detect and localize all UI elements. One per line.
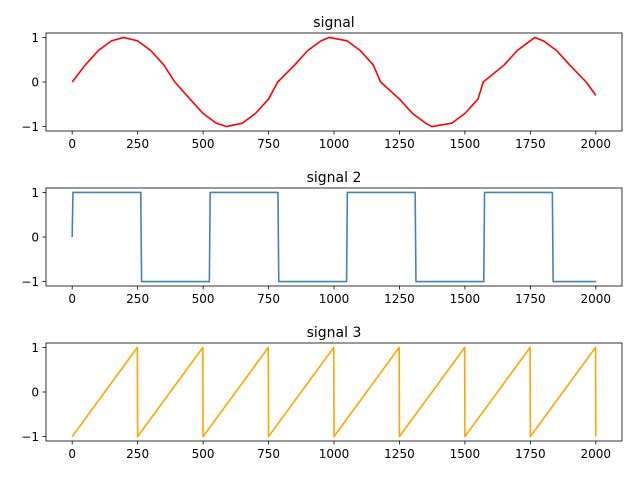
series-line: [71, 36, 597, 128]
y-tick-label: 1: [31, 186, 39, 200]
subplot-title: signal 2: [307, 170, 362, 186]
x-tick-label: 1250: [384, 292, 415, 306]
axes-frame: [45, 32, 623, 132]
x-tick-label: 1500: [450, 137, 481, 151]
x-tick-label: 1250: [384, 137, 415, 151]
x-tick-label: 750: [257, 137, 280, 151]
subplot-title: signal: [313, 15, 354, 31]
x-tick-label: 250: [126, 447, 149, 461]
subplot-2: signal 2 0 250 500 750 1000 1250 1500 1750 2000 1 0…: [21, 170, 623, 306]
series-line: [71, 346, 597, 438]
x-tick-label: 250: [126, 292, 149, 306]
axes-frame: [45, 342, 623, 442]
subplot-3: signal 3 0 250 500 750 1000 1250 1500 1750 2000 1 0…: [21, 325, 623, 461]
x-tick-label: 1000: [319, 137, 350, 151]
series-line: [71, 191, 596, 283]
y-tick-label: −1: [21, 430, 39, 444]
x-tick-label: 2000: [581, 447, 612, 461]
y-tick-label: 0: [31, 230, 39, 244]
x-tick-label: 500: [192, 137, 215, 151]
x-tick-label: 1000: [319, 447, 350, 461]
subplot-1: signal 0 250 500 750 1000 1250 1500 1750 2000 1 0 −1: [21, 15, 623, 151]
x-tick-label: 1250: [384, 447, 415, 461]
y-tick-label: 1: [31, 341, 39, 355]
y-tick-label: 1: [31, 31, 39, 45]
x-tick-label: 1750: [515, 292, 546, 306]
y-tick-label: −1: [21, 275, 39, 289]
x-tick-label: 2000: [581, 137, 612, 151]
x-tick-label: 500: [192, 292, 215, 306]
subplot-title: signal 3: [307, 325, 362, 341]
x-tick-label: 0: [68, 447, 76, 461]
axes-frame: [45, 187, 623, 287]
y-tick-label: −1: [21, 120, 39, 134]
x-tick-label: 2000: [581, 292, 612, 306]
x-tick-label: 1500: [450, 292, 481, 306]
x-tick-label: 1750: [515, 447, 546, 461]
x-tick-label: 500: [192, 447, 215, 461]
x-tick-label: 1750: [515, 137, 546, 151]
y-tick-label: 0: [31, 385, 39, 399]
x-tick-label: 250: [126, 137, 149, 151]
x-tick-label: 750: [257, 447, 280, 461]
x-tick-label: 0: [68, 292, 76, 306]
x-tick-label: 1500: [450, 447, 481, 461]
y-tick-label: 0: [31, 75, 39, 89]
x-tick-label: 1000: [319, 292, 350, 306]
x-tick-label: 0: [68, 137, 76, 151]
x-tick-label: 750: [257, 292, 280, 306]
